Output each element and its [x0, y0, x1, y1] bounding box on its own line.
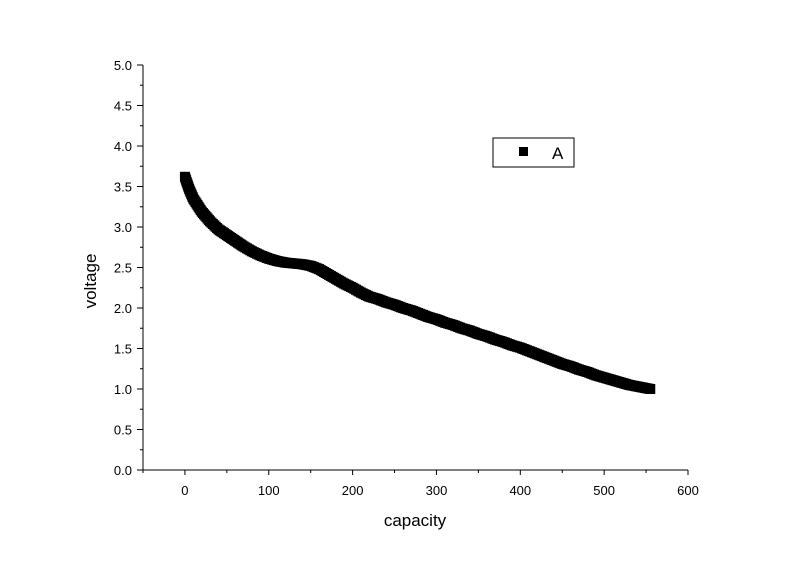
x-axis-title: capacity — [384, 511, 447, 530]
x-tick-label: 400 — [509, 483, 531, 498]
legend-marker-square — [519, 147, 528, 156]
axes — [142, 65, 688, 471]
y-tick-label: 0.5 — [114, 423, 132, 438]
y-tick-label: 3.0 — [114, 220, 132, 235]
x-tick-label: 100 — [258, 483, 280, 498]
y-tick-label: 2.5 — [114, 261, 132, 276]
y-tick-label: 2.0 — [114, 301, 132, 316]
series-layer — [179, 171, 656, 394]
y-tick-label: 4.5 — [114, 99, 132, 114]
x-tick-label: 0 — [181, 483, 188, 498]
y-axis-title: voltage — [81, 254, 100, 309]
x-tick-label: 300 — [426, 483, 448, 498]
x-tick-label: 600 — [677, 483, 699, 498]
y-tick-label: 4.0 — [114, 139, 132, 154]
y-tick-label: 5.0 — [114, 58, 132, 73]
x-tick-label: 500 — [593, 483, 615, 498]
y-tick-label: 1.0 — [114, 382, 132, 397]
y-tick-label: 3.5 — [114, 180, 132, 195]
series-A — [179, 171, 656, 394]
y-tick-label: 1.5 — [114, 342, 132, 357]
legend-label: A — [552, 144, 564, 163]
data-point — [645, 384, 656, 394]
legend-box — [492, 137, 575, 168]
legend: A — [492, 137, 575, 168]
y-axis-ticks: 0.0 0.5 1.0 1.5 2.0 2.5 3.0 3.5 4.0 4.5 5.0 — [114, 58, 143, 478]
x-axis-ticks: 0 100 200 300 400 500 600 — [142, 470, 699, 498]
x-tick-label: 200 — [342, 483, 364, 498]
y-tick-label: 0.0 — [114, 463, 132, 478]
